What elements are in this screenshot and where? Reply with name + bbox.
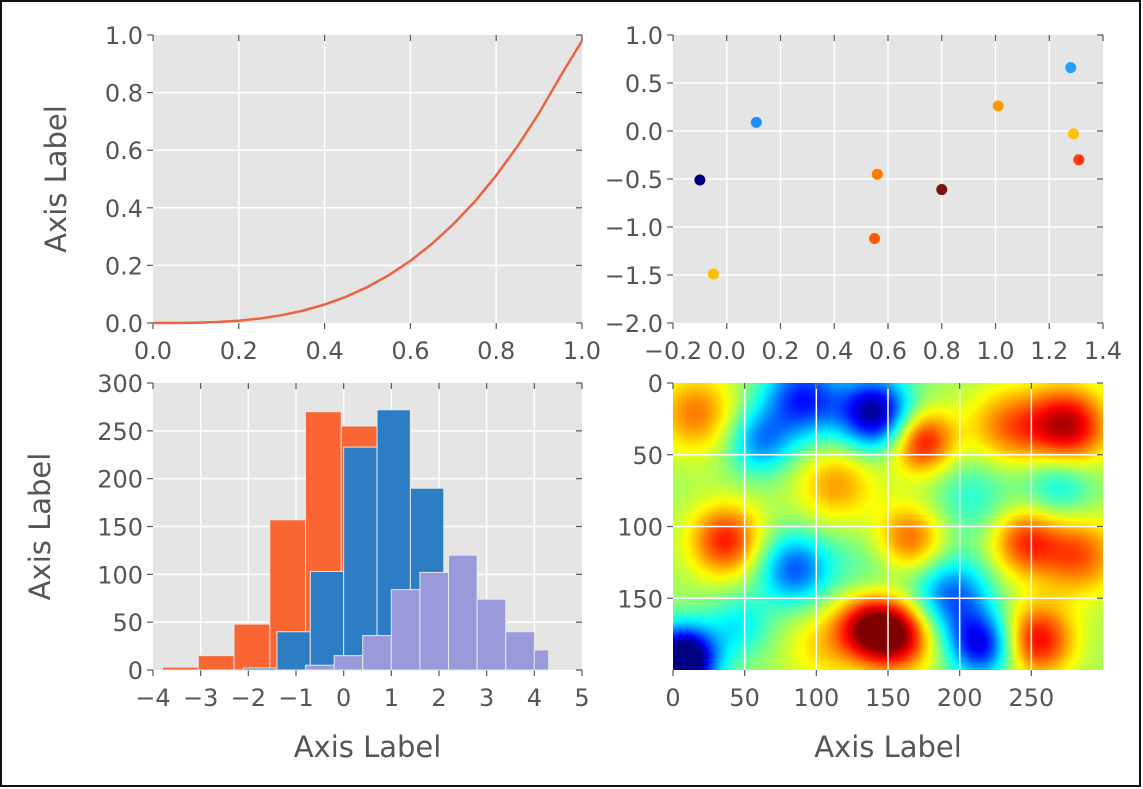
y-tick-label: 50 [632, 442, 663, 470]
y-tick-label: 0.5 [625, 70, 663, 98]
plot-background [153, 35, 582, 323]
y-axis-title: Axis Label [39, 105, 73, 253]
histogram-bar [309, 570, 345, 671]
y-tick-label: 150 [617, 585, 663, 613]
x-tick-label: 0 [665, 684, 680, 712]
line-series [153, 40, 584, 325]
x-tick-label: −1 [278, 684, 313, 712]
y-tick-label: −2.0 [605, 310, 663, 338]
histogram-bar [197, 655, 235, 671]
y-tick-label: 0.4 [105, 195, 143, 223]
grid [673, 383, 1103, 670]
y-tick-label: 1.0 [105, 22, 143, 50]
x-tick-label: −3 [183, 684, 218, 712]
x-tick-label: 100 [793, 684, 839, 712]
scatter-point [936, 184, 948, 196]
x-tick-label: 0.8 [477, 337, 515, 365]
ticks: −0.2 0.0 0.2 0.4 0.6 0.8 1.0 1.2 1.4−2.0−1.5−1.0… [605, 22, 1122, 365]
x-tick-label: 5 [574, 684, 589, 712]
x-tick-label: 1.2 [1030, 337, 1068, 365]
x-tick-label: −2 [231, 684, 266, 712]
scatter-point [869, 233, 881, 245]
scatter-point [694, 174, 706, 186]
histogram-bar [476, 598, 507, 671]
histogram-bar [419, 571, 450, 671]
histogram-bar [276, 631, 311, 671]
x-tick-label: 3 [479, 684, 494, 712]
scatter-point [707, 268, 719, 280]
histogram-bar [243, 667, 278, 671]
y-tick-label: 200 [97, 466, 143, 494]
x-tick-label: 1.0 [563, 337, 601, 365]
x-tick-label: 0 [336, 684, 351, 712]
scatter-point [1067, 128, 1079, 140]
y-tick-label: 0 [128, 657, 143, 685]
y-axis-title: Axis Label [23, 453, 57, 601]
y-tick-label: 50 [112, 609, 143, 637]
y-tick-label: −1.0 [605, 214, 663, 242]
y-tick-label: 100 [617, 514, 663, 542]
scatter-point [1065, 62, 1077, 74]
histogram-bar [533, 649, 550, 671]
x-tick-label: 0.4 [815, 337, 853, 365]
x-tick-label: 200 [937, 684, 983, 712]
x-axis-title: Axis Label [814, 730, 962, 764]
x-tick-label: 0.6 [391, 337, 429, 365]
y-tick-label: 0.0 [105, 310, 143, 338]
scatter-point [750, 116, 762, 128]
histogram-bar [333, 655, 364, 671]
x-tick-label: 1 [384, 684, 399, 712]
y-tick-label: 0.2 [105, 252, 143, 280]
x-tick-label: 0.4 [306, 337, 344, 365]
histogram-bar [233, 623, 271, 671]
y-tick-label: 0.8 [105, 80, 143, 108]
subplot-4: 0 50 100 150 200 250 0 50 100 150 Axis Label [617, 370, 1103, 764]
x-tick-label: 0.0 [134, 337, 172, 365]
scatter-point [992, 100, 1004, 112]
ticks: 0 50 100 150 200 250 0 50 100 150 [617, 370, 1103, 712]
x-tick-label: 150 [865, 684, 911, 712]
y-tick-label: 1.0 [625, 22, 663, 50]
histogram-bar [390, 589, 421, 671]
y-tick-label: 0.0 [625, 118, 663, 146]
subplot-2: −0.2 0.0 0.2 0.4 0.6 0.8 1.0 1.2 1.4−2.0−1.5−1.0… [605, 22, 1122, 365]
x-tick-label: 50 [729, 684, 760, 712]
histogram-bar [362, 635, 392, 671]
x-tick-label: 0.8 [923, 337, 961, 365]
scatter-point [871, 168, 883, 180]
grid [153, 35, 582, 323]
y-tick-label: 0 [648, 370, 663, 398]
x-tick-label: 1.0 [976, 337, 1014, 365]
histogram-bar [448, 554, 478, 671]
y-tick-label: 250 [97, 418, 143, 446]
histogram-bar [305, 664, 335, 671]
x-axis-title: Axis Label [294, 730, 442, 764]
ticks: 0.0 0.2 0.4 0.6 0.8 1.0 0.0 0.2 0.4 0.6 0.8 1.0 [105, 22, 601, 365]
x-tick-label: 0.0 [708, 337, 746, 365]
y-tick-label: 300 [97, 370, 143, 398]
y-tick-label: 150 [97, 514, 143, 542]
x-tick-label: 0.2 [220, 337, 258, 365]
y-tick-label: 100 [97, 561, 143, 589]
x-tick-label: 250 [1008, 684, 1054, 712]
histogram-bar [505, 631, 535, 671]
y-tick-label: 0.6 [105, 137, 143, 165]
x-tick-label: 0.6 [869, 337, 907, 365]
grid [673, 35, 1103, 323]
x-tick-label: 4 [527, 684, 542, 712]
x-tick-label: 2 [431, 684, 446, 712]
scatter-point [1073, 154, 1085, 166]
y-tick-label: −0.5 [605, 166, 663, 194]
histogram-bar [162, 666, 199, 671]
subplot-1: 0.0 0.2 0.4 0.6 0.8 1.0 0.0 0.2 0.4 0.6 0.8 1.0 Axis… [39, 22, 601, 365]
x-tick-label: −0.2 [644, 337, 702, 365]
x-tick-label: 0.2 [761, 337, 799, 365]
y-tick-label: −1.5 [605, 262, 663, 290]
x-tick-label: −4 [135, 684, 170, 712]
x-tick-label: 1.4 [1084, 337, 1122, 365]
